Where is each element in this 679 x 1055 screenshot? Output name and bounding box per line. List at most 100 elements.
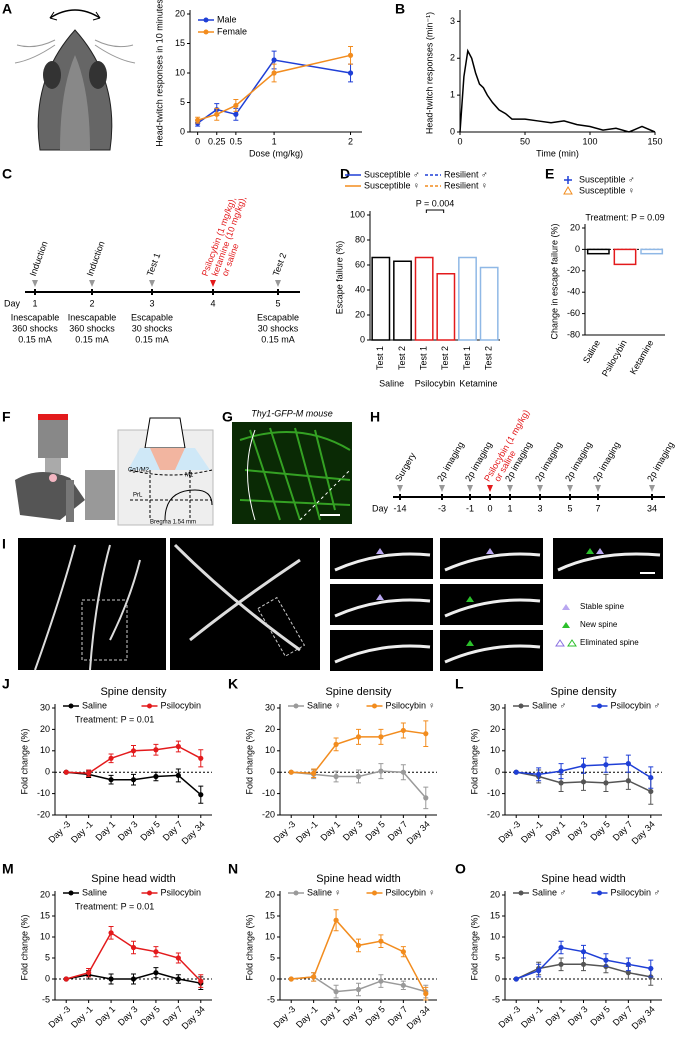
schematic-label: M1: [185, 473, 194, 479]
data-point: [233, 111, 239, 117]
y-axis-label: Fold change (%): [469, 914, 479, 980]
data-point: [108, 755, 114, 761]
event-arrow: [467, 485, 473, 492]
event-label: 2p imaging: [533, 440, 564, 483]
data-point: [558, 780, 564, 786]
y-axis-label: Fold change (%): [19, 728, 29, 794]
data-point: [175, 743, 181, 750]
data-point: [198, 792, 204, 798]
data-point: [423, 731, 429, 737]
y-tick-label: 0: [270, 767, 275, 777]
legend-symbol: [68, 890, 74, 896]
x-tick-label: Day -1: [294, 819, 320, 845]
legend-label: Susceptible ♂: [364, 169, 420, 179]
x-tick-label: Day 34: [180, 819, 207, 846]
x-tick-label: Day -1: [69, 819, 95, 845]
y-axis-label: Change in escape failure (%): [549, 223, 559, 339]
event-label: 2p imaging: [645, 440, 676, 483]
y-tick-label: 0: [45, 767, 50, 777]
x-axis-label: Dose (mg/kg): [249, 148, 303, 158]
chart-title: Spine density: [325, 686, 392, 698]
data-point: [603, 762, 609, 768]
data-point: [355, 986, 362, 993]
data-point: [355, 773, 362, 780]
timeline-day: 5: [275, 298, 280, 308]
x-tick-label: Day -1: [519, 1004, 545, 1030]
x-tick-label: Day 5: [588, 1004, 612, 1028]
y-axis-label: Head-twitch responses in 10 minutes: [154, 0, 164, 147]
data-point: [400, 769, 406, 775]
legend-label: Psilocybin ♂: [611, 887, 661, 897]
x-tick-label: Day -3: [496, 819, 522, 845]
data-point: [603, 957, 609, 963]
x-tick-label: Day -3: [46, 1004, 72, 1030]
legend-label: Saline ♀: [307, 887, 341, 897]
x-tick-label: Test 1: [419, 346, 429, 370]
y-tick-label: -20: [567, 265, 580, 275]
microscope-schematic: [15, 414, 214, 526]
x-tick-label: Day 1: [318, 1004, 342, 1028]
y-tick-label: 10: [490, 745, 500, 755]
annotation: Treatment: P = 0.01: [75, 714, 154, 724]
panel-label: I: [2, 536, 6, 552]
data-point: [648, 774, 654, 781]
y-tick-label: 3: [450, 16, 455, 26]
data-point: [108, 930, 114, 936]
event-detail: 0.15 mA: [261, 334, 295, 344]
data-point: [423, 795, 429, 801]
bar: [414, 256, 434, 341]
bar: [640, 248, 664, 255]
data-point: [558, 768, 564, 774]
panel-label: K: [228, 676, 238, 692]
data-point: [271, 57, 277, 63]
legend-label: Male: [217, 14, 237, 24]
data-point: [130, 777, 137, 783]
x-tick-label: Day 5: [138, 819, 162, 843]
x-tick-label: Day 5: [138, 1004, 162, 1028]
y-tick-label: -20: [262, 809, 275, 819]
y-tick-label: 30: [40, 702, 50, 712]
chart-title: Spine density: [100, 686, 167, 698]
panel-label: D: [340, 166, 350, 182]
chart-title: Spine head width: [316, 873, 400, 885]
data-point: [625, 761, 631, 767]
data-point: [625, 778, 631, 784]
x-tick-label: Day -3: [46, 819, 72, 845]
data-point: [130, 944, 137, 951]
panel-label: A: [2, 1, 12, 17]
data-point: [333, 989, 339, 995]
x-tick-label: Day -1: [69, 1004, 95, 1030]
y-tick-label: -10: [487, 788, 500, 798]
y-tick-label: -5: [42, 994, 50, 1004]
event-detail: 360 shocks: [12, 323, 58, 333]
y-tick-label: 1: [450, 90, 455, 100]
x-tick-label: 50: [520, 136, 530, 146]
annotation: Treatment: P = 0.01: [75, 901, 154, 911]
legend-symbol: [293, 890, 299, 896]
legend-symbol: [68, 703, 74, 709]
annotation: Treatment: P = 0.09: [585, 212, 664, 222]
data-point: [175, 955, 181, 961]
event-arrow: [439, 485, 445, 492]
y-tick-label: 10: [40, 931, 50, 941]
x-tick-label: Day 5: [588, 819, 612, 843]
y-tick-label: 0: [45, 973, 50, 983]
event-arrow: [507, 485, 513, 492]
legend-label: Saline: [82, 887, 107, 897]
y-tick-label: 10: [175, 67, 185, 77]
data-point: [288, 976, 294, 982]
y-tick-label: 30: [265, 702, 275, 712]
y-tick-label: 5: [495, 952, 500, 962]
x-tick-label: 2: [348, 136, 353, 146]
chart-title: Spine density: [550, 686, 617, 698]
group-label: Psilocybin: [415, 378, 456, 388]
schematic-label: Bregma 1.54 mm: [150, 520, 196, 526]
y-tick-label: -20: [37, 809, 50, 819]
x-tick-label: Day 3: [116, 1004, 140, 1028]
legend-label: Resilient ♂: [444, 169, 488, 179]
event-detail: Inescapable: [11, 312, 60, 322]
timeline-day-label: Day: [372, 503, 389, 513]
legend-symbol: [372, 703, 377, 709]
y-axis-label: Fold change (%): [244, 914, 254, 980]
x-tick-label: 150: [647, 136, 662, 146]
